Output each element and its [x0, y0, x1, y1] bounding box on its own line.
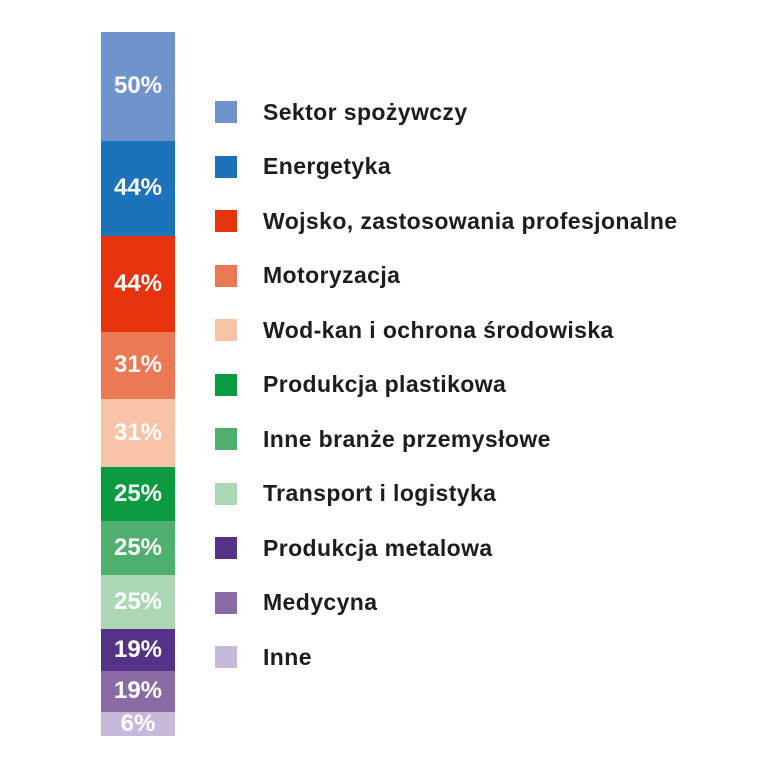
bar-segment-value-label: 44%	[113, 270, 163, 298]
legend-label: Wod-kan i ochrona środowiska	[263, 316, 614, 343]
legend-label: Motoryzacja	[263, 262, 401, 288]
legend-item: Energetyka	[215, 153, 677, 179]
bar-segment-value-label: 44%	[113, 174, 163, 202]
legend-swatch-icon	[215, 537, 237, 559]
legend-swatch-icon	[215, 210, 237, 232]
bar-segment-value-label: 31%	[113, 351, 163, 379]
legend-swatch-icon	[215, 319, 237, 341]
legend-item: Sektor spożywczy	[215, 98, 677, 125]
bar-segment-value-label: 19%	[113, 677, 163, 705]
bar-segment-value-label: 25%	[113, 588, 163, 616]
bar-segment-11: 6%	[101, 712, 175, 736]
bar-segment-value-label: 50%	[113, 72, 163, 100]
legend-item: Produkcja plastikowa	[215, 371, 677, 397]
legend-item: Produkcja metalowa	[215, 534, 677, 561]
legend-label: Inne branże przemysłowe	[263, 425, 551, 452]
bar-segment-6: 25%	[101, 466, 175, 521]
bar-segment-2: 44%	[101, 140, 175, 237]
bar-segment-7: 25%	[101, 520, 175, 576]
legend-label: Wojsko, zastosowania profesjonalne	[263, 207, 678, 234]
legend-item: Inne branże przemysłowe	[215, 425, 677, 452]
bar-segment-value-label: 31%	[113, 418, 163, 446]
legend-swatch-icon	[215, 646, 237, 668]
legend-item: Inne	[215, 643, 677, 670]
legend-label: Transport i logistyka	[263, 480, 497, 506]
stacked-bar: 50% 44% 44% 31% 31% 25% 25% 25% 19% 19% 6%	[101, 32, 175, 736]
bar-segment-5: 31%	[101, 399, 175, 467]
bar-segment-value-label: 25%	[113, 533, 163, 561]
bar-segment-value-label: 25%	[113, 479, 163, 507]
legend-item: Motoryzacja	[215, 262, 677, 288]
legend-swatch-icon	[215, 482, 237, 505]
bar-segment-4: 31%	[101, 331, 175, 400]
bar-segment-8: 25%	[101, 575, 175, 630]
legend-item: Wod-kan i ochrona środowiska	[215, 316, 677, 343]
bar-segment-3: 44%	[101, 236, 175, 332]
legend-label: Energetyka	[263, 153, 392, 179]
legend-label: Inne	[263, 643, 312, 670]
bar-segment-10: 19%	[101, 670, 175, 712]
legend-swatch-icon	[215, 373, 237, 396]
legend-label: Medycyna	[263, 589, 378, 615]
legend: Sektor spożywczy Energetyka Wojsko, zastos…	[215, 98, 678, 701]
bar-segment-9: 19%	[101, 629, 175, 671]
legend-item: Medycyna	[215, 589, 677, 615]
legend-label: Produkcja plastikowa	[263, 371, 507, 397]
bar-segment-1: 50%	[101, 32, 175, 141]
legend-swatch-icon	[215, 428, 237, 450]
legend-swatch-icon	[215, 101, 237, 123]
legend-swatch-icon	[215, 155, 237, 178]
bar-segment-value-label: 6%	[120, 710, 156, 737]
legend-label: Produkcja metalowa	[263, 534, 493, 561]
legend-item: Wojsko, zastosowania profesjonalne	[215, 207, 678, 234]
legend-swatch-icon	[215, 591, 237, 614]
legend-swatch-icon	[215, 264, 237, 287]
legend-label: Sektor spożywczy	[263, 98, 468, 125]
legend-item: Transport i logistyka	[215, 480, 677, 506]
bar-segment-value-label: 19%	[113, 636, 163, 664]
